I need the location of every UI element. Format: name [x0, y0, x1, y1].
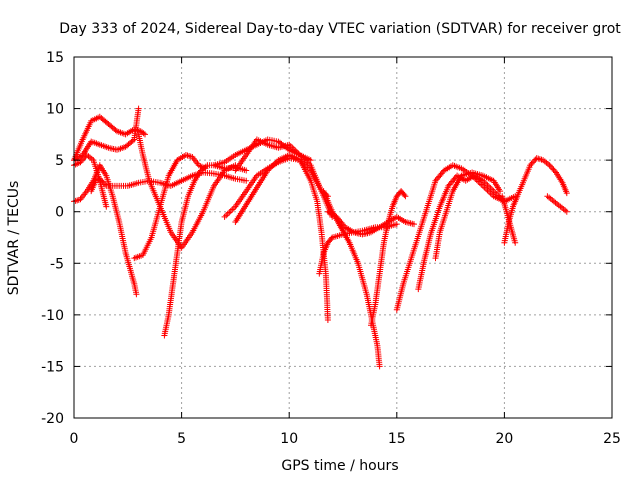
data-point-markers: [324, 208, 417, 238]
data-point-markers: [432, 169, 504, 262]
series-arc-21: [499, 193, 519, 246]
x-tick-label: 10: [280, 431, 298, 447]
series-arc-2: [71, 105, 142, 164]
x-tick-label: 20: [495, 431, 513, 447]
series-arc-12: [232, 152, 331, 323]
data-point-markers: [499, 193, 519, 246]
series-arc-16: [368, 188, 409, 329]
y-tick-label: -10: [41, 308, 64, 324]
data-point-markers: [131, 152, 209, 262]
x-tick-label: 25: [603, 431, 621, 447]
series-arc-15: [324, 208, 417, 238]
data-point-markers: [415, 172, 519, 293]
series-arc-18: [415, 172, 519, 293]
data-point-markers: [544, 193, 570, 215]
y-tick-label: 15: [46, 50, 64, 66]
data-point-markers: [71, 105, 142, 164]
y-tick-label: -20: [41, 411, 64, 427]
x-tick-label: 0: [70, 431, 79, 447]
data-point-markers: [368, 188, 409, 329]
plot-frame: [73, 56, 613, 419]
data-point-markers: [88, 169, 250, 195]
data-point-markers: [161, 162, 250, 339]
series-arc-22: [544, 193, 570, 215]
series-arc-8: [161, 162, 250, 339]
data-point-markers: [501, 155, 570, 246]
data-points: [71, 105, 570, 370]
series-arc-5: [88, 169, 250, 195]
grid-lines: [74, 57, 612, 418]
y-tick-label: 5: [55, 153, 64, 169]
x-axis-label: GPS time / hours: [281, 458, 398, 474]
y-tick-label: 10: [46, 102, 64, 118]
y-tick-label: -15: [41, 359, 64, 375]
series-arc-7: [131, 152, 209, 262]
y-tick-label: 0: [55, 205, 64, 221]
data-point-markers: [135, 131, 239, 251]
series-arc-20: [501, 155, 570, 246]
chart-title: Day 333 of 2024, Sidereal Day-to-day VTE…: [59, 21, 621, 37]
y-tick-label: -5: [50, 256, 64, 272]
y-axis-label: SDTVAR / TECUs: [6, 181, 22, 296]
axis-ticks: 0 5 10 15 20 25 -20 -15 -10 -5 0 5 10 15: [41, 50, 621, 447]
x-tick-label: 15: [388, 431, 406, 447]
x-tick-label: 5: [177, 431, 186, 447]
series-arc-6: [135, 131, 239, 251]
series-arc-19: [432, 169, 504, 262]
data-point-markers: [232, 152, 331, 323]
